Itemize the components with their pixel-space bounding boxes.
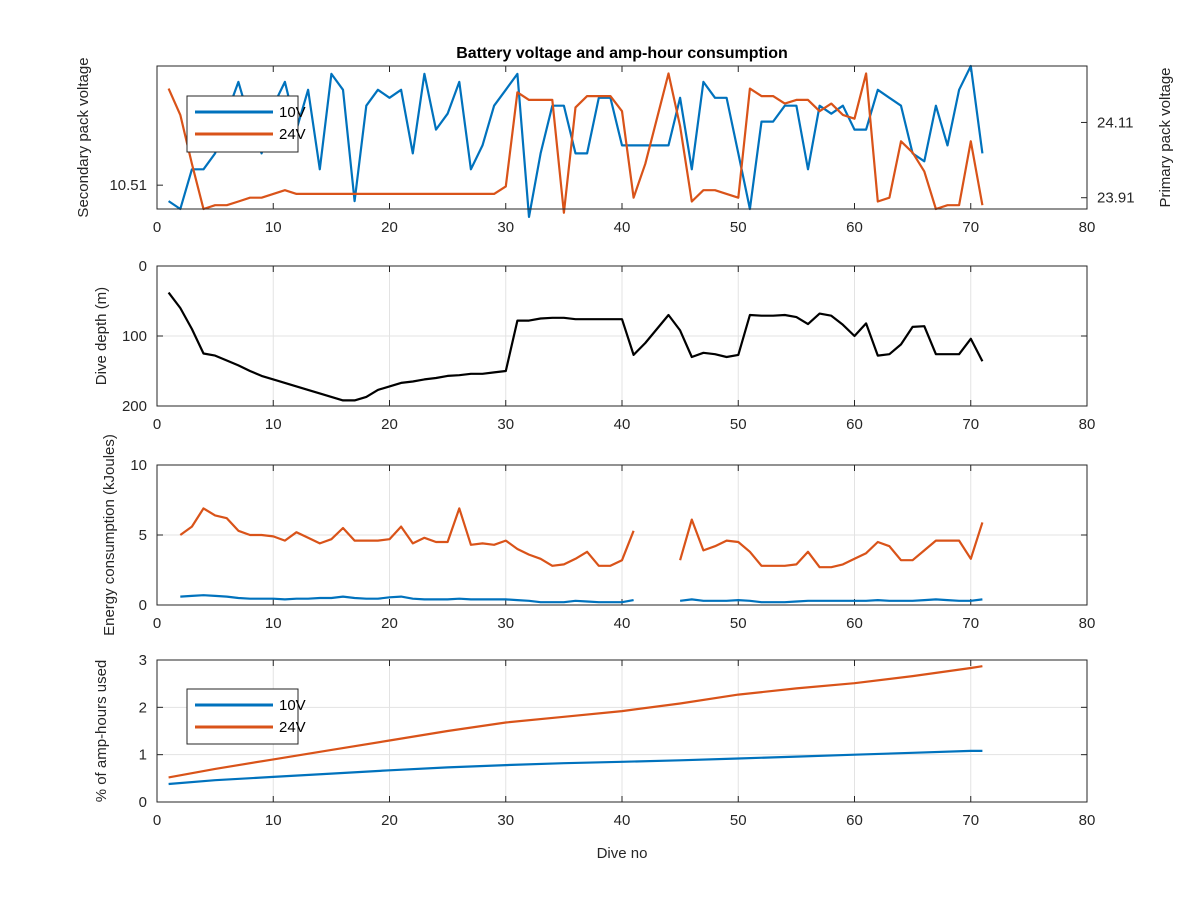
x-tick-label: 10 [265,615,282,632]
x-tick-label: 30 [497,812,514,829]
legend-label-24V: 24V [279,126,306,143]
x-tick-label: 20 [381,416,398,433]
y-tick-label: 100 [122,328,147,345]
x-tick-label: 70 [962,416,979,433]
y-tick-label: 5 [139,527,147,544]
y2-tick-label: 24.11 [1097,114,1133,131]
x-tick-label: 60 [846,416,863,433]
x-tick-label: 0 [153,615,161,632]
x-tick-label: 60 [846,812,863,829]
x-tick-label: 40 [614,416,631,433]
y-tick-label: 2 [139,699,147,716]
x-tick-label: 50 [730,615,747,632]
legend-box [186,95,299,153]
axes-box [156,65,1088,210]
x-tick-label: 60 [846,219,863,236]
x-tick-label: 20 [381,812,398,829]
axes-box [156,464,1088,606]
y-axis-label: % of amp-hours used [93,660,110,803]
x-axis-label: Dive no [597,845,648,862]
legend-box [186,688,299,745]
subplot-3: 0 10 20 30 40 50 60 70 80 0 5 10 Energy consumption … [101,434,1095,636]
y-tick-label: 0 [139,597,147,614]
y-axis-label: Dive depth (m) [93,287,110,385]
x-tick-label: 30 [497,219,514,236]
subplot-1: 0 10 20 30 40 50 60 70 80 10.51 23.91 24.11 Battery … [75,45,1174,236]
x-tick-label: 80 [1079,812,1096,829]
x-tick-label: 0 [153,219,161,236]
x-tick-label: 0 [153,812,161,829]
subplot-4: 0 10 20 30 40 50 60 70 80 0 1 2 3 Dive no % of amp-hou… [93,652,1095,862]
x-tick-label: 50 [730,416,747,433]
series-line-series-1 [167,291,984,402]
x-tick-label: 40 [614,615,631,632]
x-tick-label: 40 [614,812,631,829]
x-tick-label: 20 [381,219,398,236]
y-tick-label: 0 [139,794,147,811]
x-tick-label: 80 [1079,615,1096,632]
x-tick-label: 50 [730,812,747,829]
y-tick-label: 10 [130,457,147,474]
y-axis-label: Secondary pack voltage [75,57,92,217]
y-tick-label: 1 [139,747,147,764]
y-tick-label: 3 [139,652,147,669]
series-line-series-2 [179,507,984,569]
legend-label-10V: 10V [279,697,306,714]
x-tick-label: 20 [381,615,398,632]
series-line-24V [167,72,984,214]
x-tick-label: 70 [962,812,979,829]
y-axis-label: Energy consumption (kJoules) [101,434,118,636]
x-tick-label: 10 [265,416,282,433]
series-line-10V [168,749,983,786]
axes-box [156,265,1088,407]
axes-box [156,659,1088,803]
x-tick-label: 30 [497,615,514,632]
series-line-24V [168,665,983,779]
x-tick-label: 50 [730,219,747,236]
x-tick-label: 10 [265,219,282,236]
legend-label-10V: 10V [279,104,306,121]
series-line-10V [167,64,984,218]
chart-title: Battery voltage and amp-hour consumption [456,45,788,62]
x-tick-label: 70 [962,615,979,632]
x-tick-label: 70 [962,219,979,236]
series-line-series-1 [180,594,983,604]
x-tick-label: 0 [153,416,161,433]
legend-label-24V: 24V [279,719,306,736]
x-tick-label: 30 [497,416,514,433]
y2-axis-label: Primary pack voltage [1157,67,1174,207]
y2-tick-label: 23.91 [1097,190,1135,207]
x-tick-label: 40 [614,219,631,236]
y-tick-label: 0 [139,258,147,275]
y-tick-label: 10.51 [109,177,147,194]
subplot-2: 0 10 20 30 40 50 60 70 80 0 100 200 Dive depth (m) [93,258,1095,433]
x-tick-label: 80 [1079,219,1096,236]
x-tick-label: 10 [265,812,282,829]
x-tick-label: 60 [846,615,863,632]
x-tick-label: 80 [1079,416,1096,433]
y-tick-label: 200 [122,398,147,415]
